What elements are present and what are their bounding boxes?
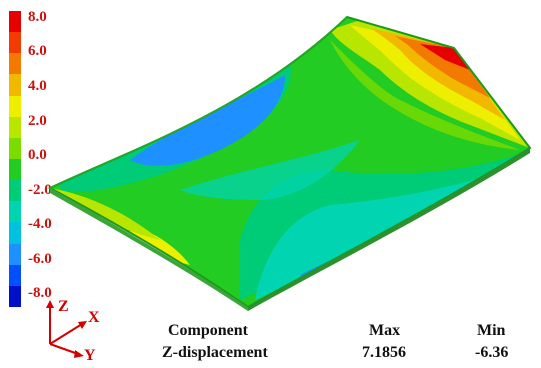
legend-swatch — [9, 11, 21, 33]
x-arrow-icon — [78, 321, 87, 329]
legend-swatch — [9, 74, 21, 97]
plate-front-edge — [50, 188, 248, 311]
y-axis-icon — [49, 343, 79, 355]
y-arrow-icon — [74, 350, 84, 358]
legend-swatch — [9, 264, 21, 287]
legend-tick-2: 2.0 — [28, 113, 47, 129]
legend-tick-8: 8.0 — [28, 9, 47, 25]
legend-swatch — [9, 116, 21, 139]
min-header: Min — [477, 322, 506, 339]
legend-swatch — [9, 159, 21, 181]
legend-tick-m6: -6.0 — [28, 251, 52, 267]
color-legend: 8.0 6.0 4.0 2.0 0.0 -2.0 -4.0 -6.0 -8.0 — [9, 9, 69, 309]
min-value: -6.36 — [475, 344, 509, 361]
x-axis-label: X — [88, 309, 100, 326]
z-arrow-icon — [46, 300, 54, 308]
legend-swatch — [9, 243, 21, 266]
legend-tick-m2: -2.0 — [28, 182, 52, 198]
legend-swatch — [9, 201, 21, 223]
max-header: Max — [369, 322, 401, 339]
legend-tick-6: 6.0 — [28, 43, 47, 59]
max-value: 7.1856 — [362, 344, 406, 361]
legend-swatch — [9, 285, 21, 308]
legend-swatch — [9, 137, 21, 160]
legend-tick-m8: -8.0 — [28, 285, 52, 301]
legend-swatch — [9, 222, 21, 245]
legend-swatch — [9, 53, 21, 75]
legend-tick-0: 0.0 — [28, 147, 47, 163]
x-axis-icon — [49, 323, 83, 345]
coordinate-axes-triad: Z X Y — [46, 298, 100, 362]
component-header: Component — [168, 322, 249, 339]
legend-swatch — [9, 180, 21, 202]
legend-tick-4: 4.0 — [28, 78, 47, 94]
result-summary: Component Max Min Z-displacement 7.1856 … — [162, 322, 532, 366]
legend-swatch — [9, 32, 21, 54]
y-axis-label: Y — [84, 347, 96, 362]
plate-right-edge — [248, 148, 530, 311]
z-axis-label: Z — [58, 298, 69, 315]
legend-tick-m4: -4.0 — [28, 216, 52, 232]
component-value: Z-displacement — [162, 344, 268, 361]
legend-swatch — [9, 95, 21, 118]
